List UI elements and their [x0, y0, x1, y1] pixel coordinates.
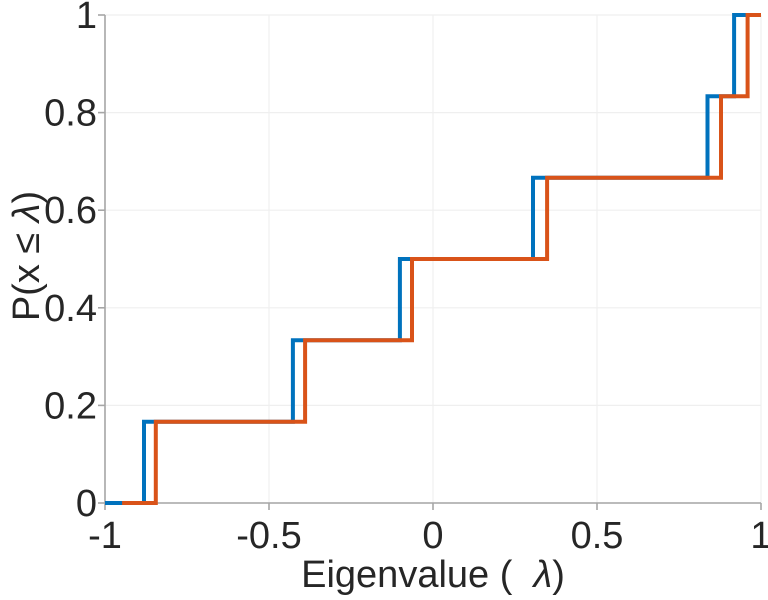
y-tick-label: 1 [76, 0, 97, 37]
y-tick-label: 0.8 [44, 93, 97, 135]
y-tick-label: 0.2 [44, 385, 97, 427]
x-tick-label: 0 [422, 515, 443, 557]
y-tick-label: 0.4 [44, 288, 97, 330]
x-tick-label: 1 [750, 515, 768, 557]
y-axis-label-text: P(x ≤ [6, 222, 48, 322]
y-axis-label-close: ) [6, 190, 48, 204]
lambda-symbol: λ [533, 554, 553, 596]
x-tick-label: -0.5 [236, 515, 301, 557]
lambda-symbol: λ [6, 203, 48, 223]
x-axis-label-text: Eigenvalue ( [301, 554, 534, 596]
y-axis-label: P(x ≤ λ) [6, 190, 48, 322]
x-tick-label: -1 [88, 515, 122, 557]
x-tick-label: 0.5 [571, 515, 624, 557]
x-axis-label: Eigenvalue ( λ) [105, 556, 761, 594]
y-tick-label: 0 [76, 483, 97, 525]
y-tick-label: 0.6 [44, 190, 97, 232]
ecdf-step-series-2-orange [122, 13, 761, 505]
x-axis-label-close: ) [552, 554, 565, 596]
